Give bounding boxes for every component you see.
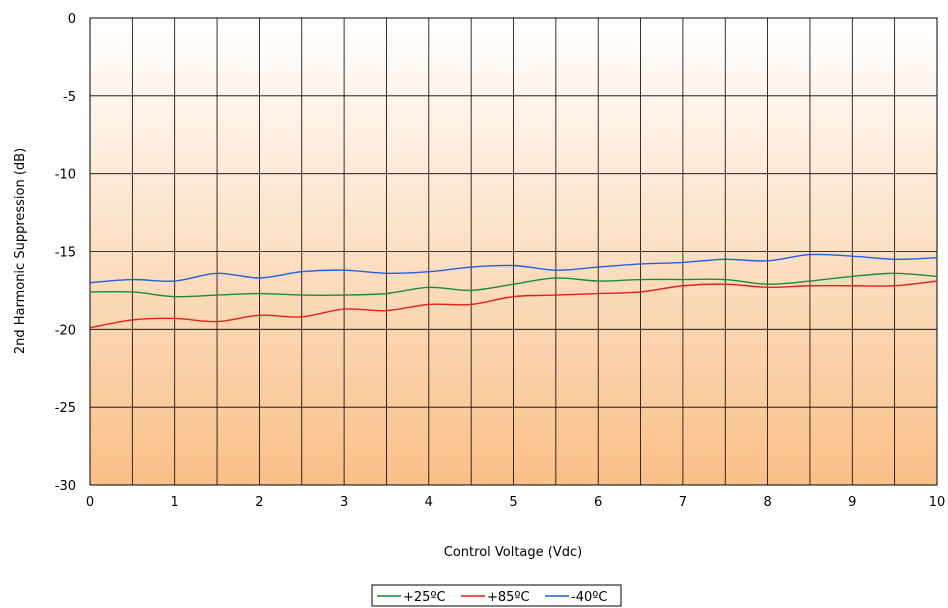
x-axis-label: Control Voltage (Vdc): [444, 545, 582, 560]
x-tick-label: 9: [848, 495, 856, 510]
series-line-3: [89, 253, 938, 284]
y-tick-label: -30: [55, 479, 76, 494]
y-tick-label: -15: [55, 246, 76, 261]
y-axis-label: 2nd Harmonic Suppression (dB): [13, 148, 28, 354]
x-tick-label: 8: [763, 495, 771, 510]
series-line-2: [89, 280, 938, 329]
y-tick-label: -10: [55, 168, 76, 183]
legend-label-3: -40ºC: [571, 590, 607, 605]
x-tick-label: 2: [255, 495, 263, 510]
x-tick-label: 7: [679, 495, 687, 510]
plot-border: [89, 17, 938, 486]
series-line-1: [89, 272, 938, 298]
x-tick-label: 1: [171, 495, 179, 510]
y-tick-label: 0: [68, 12, 76, 27]
y-tick-labels: 0 -5 -10 -15 -20 -25 -30: [55, 12, 76, 494]
x-tick-label: 4: [425, 495, 433, 510]
x-tick-label: 5: [509, 495, 517, 510]
x-tick-label: 6: [594, 495, 602, 510]
legend-label-1: +25ºC: [403, 590, 446, 605]
x-tick-label: 3: [340, 495, 348, 510]
y-tick-label: -5: [63, 90, 76, 105]
y-tick-label: -25: [55, 401, 76, 416]
x-tick-label: 10: [929, 495, 946, 510]
legend-label-2: +85ºC: [487, 590, 530, 605]
legend: +25ºC +85ºC -40ºC: [371, 584, 622, 607]
y-tick-label: -20: [55, 323, 76, 338]
legend-box: [371, 584, 622, 607]
series-group: [89, 253, 938, 329]
x-tick-label: 0: [86, 495, 94, 510]
x-tick-labels: 0 1 2 3 4 5 6 7 8 9 10: [86, 495, 945, 510]
grid: [89, 17, 938, 486]
